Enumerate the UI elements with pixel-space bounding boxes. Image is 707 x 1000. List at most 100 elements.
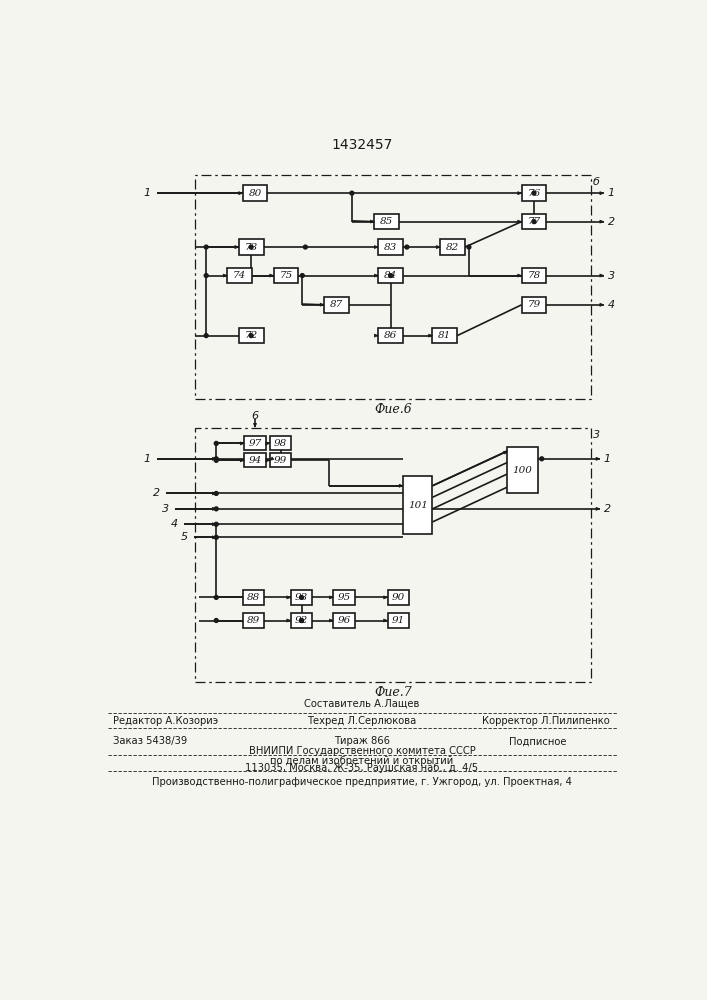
Polygon shape	[266, 459, 270, 462]
Text: 2: 2	[604, 504, 611, 514]
Polygon shape	[384, 596, 387, 599]
Text: 6: 6	[252, 411, 259, 421]
Text: Редактор А.Козориэ: Редактор А.Козориэ	[113, 716, 218, 726]
Polygon shape	[287, 619, 291, 622]
Circle shape	[467, 245, 471, 249]
Text: 100: 100	[513, 466, 532, 475]
FancyBboxPatch shape	[522, 268, 547, 283]
FancyBboxPatch shape	[324, 297, 349, 312]
Circle shape	[532, 220, 536, 224]
Circle shape	[204, 334, 208, 338]
Polygon shape	[518, 220, 522, 223]
Polygon shape	[287, 596, 291, 599]
Polygon shape	[240, 442, 244, 445]
FancyBboxPatch shape	[333, 590, 355, 605]
Polygon shape	[399, 484, 403, 487]
Text: 78: 78	[527, 271, 541, 280]
Polygon shape	[596, 507, 600, 510]
Text: б: б	[593, 177, 600, 187]
Circle shape	[300, 619, 303, 622]
Polygon shape	[212, 507, 216, 510]
FancyBboxPatch shape	[333, 613, 355, 628]
Text: 98: 98	[274, 439, 287, 448]
Polygon shape	[600, 192, 604, 195]
Text: 76: 76	[527, 189, 541, 198]
Text: Фие.6: Фие.6	[374, 403, 411, 416]
Polygon shape	[600, 220, 604, 223]
Circle shape	[214, 507, 218, 511]
Circle shape	[532, 191, 536, 195]
Text: 94: 94	[248, 456, 262, 465]
Text: 73: 73	[245, 243, 258, 252]
Circle shape	[214, 492, 218, 495]
Polygon shape	[212, 523, 216, 526]
Polygon shape	[329, 596, 333, 599]
Text: 99: 99	[274, 456, 287, 465]
Polygon shape	[240, 459, 244, 462]
Text: 79: 79	[527, 300, 541, 309]
Text: 84: 84	[384, 271, 397, 280]
Text: 90: 90	[392, 593, 405, 602]
FancyBboxPatch shape	[378, 239, 403, 255]
Circle shape	[405, 245, 409, 249]
Polygon shape	[370, 220, 374, 223]
Circle shape	[214, 619, 218, 622]
Text: 85: 85	[380, 217, 393, 226]
FancyBboxPatch shape	[522, 185, 547, 201]
Bar	[195, 428, 590, 682]
FancyBboxPatch shape	[387, 613, 409, 628]
Circle shape	[389, 274, 392, 277]
Polygon shape	[374, 334, 378, 337]
Text: 81: 81	[438, 331, 452, 340]
Polygon shape	[253, 423, 257, 427]
Text: Корректор Л.Пилипенко: Корректор Л.Пилипенко	[481, 716, 609, 726]
Circle shape	[214, 522, 218, 526]
Polygon shape	[270, 274, 274, 277]
Text: Заказ 5438/39: Заказ 5438/39	[113, 736, 187, 746]
Bar	[403, 476, 433, 534]
Text: по делам изобретений и открытий: по делам изобретений и открытий	[270, 756, 454, 766]
FancyBboxPatch shape	[239, 328, 264, 343]
Circle shape	[214, 457, 218, 461]
Circle shape	[249, 245, 253, 249]
Text: 5: 5	[180, 532, 187, 542]
Text: 92: 92	[295, 616, 308, 625]
Polygon shape	[239, 192, 243, 195]
Circle shape	[214, 458, 218, 462]
Text: 1: 1	[604, 454, 611, 464]
Text: 2: 2	[153, 488, 160, 498]
Circle shape	[249, 334, 253, 338]
Polygon shape	[596, 457, 600, 460]
Text: 80: 80	[248, 189, 262, 198]
Text: 3: 3	[593, 430, 600, 440]
Text: 83: 83	[384, 243, 397, 252]
Text: 4: 4	[171, 519, 178, 529]
Polygon shape	[212, 457, 216, 460]
FancyBboxPatch shape	[227, 268, 252, 283]
Circle shape	[214, 441, 218, 445]
Polygon shape	[212, 492, 216, 495]
Polygon shape	[436, 246, 440, 249]
FancyBboxPatch shape	[522, 297, 547, 312]
FancyBboxPatch shape	[440, 239, 465, 255]
Circle shape	[540, 457, 544, 461]
Circle shape	[300, 619, 303, 622]
FancyBboxPatch shape	[291, 613, 312, 628]
Text: 86: 86	[384, 331, 397, 340]
Polygon shape	[223, 274, 227, 277]
Text: Фие.7: Фие.7	[374, 686, 411, 699]
Polygon shape	[384, 619, 387, 622]
Polygon shape	[235, 246, 239, 249]
Text: 97: 97	[248, 439, 262, 448]
Text: Подписное: Подписное	[509, 736, 566, 746]
Circle shape	[214, 535, 218, 539]
Text: 93: 93	[295, 593, 308, 602]
Text: 75: 75	[279, 271, 293, 280]
Text: Производственно-полиграфическое предприятие, г. Ужгород, ул. Проектная, 4: Производственно-полиграфическое предприя…	[152, 777, 572, 787]
Circle shape	[300, 274, 304, 277]
Polygon shape	[329, 619, 333, 622]
Text: 3: 3	[607, 271, 615, 281]
FancyBboxPatch shape	[274, 268, 298, 283]
Text: 1432457: 1432457	[332, 138, 392, 152]
Text: 91: 91	[392, 616, 405, 625]
